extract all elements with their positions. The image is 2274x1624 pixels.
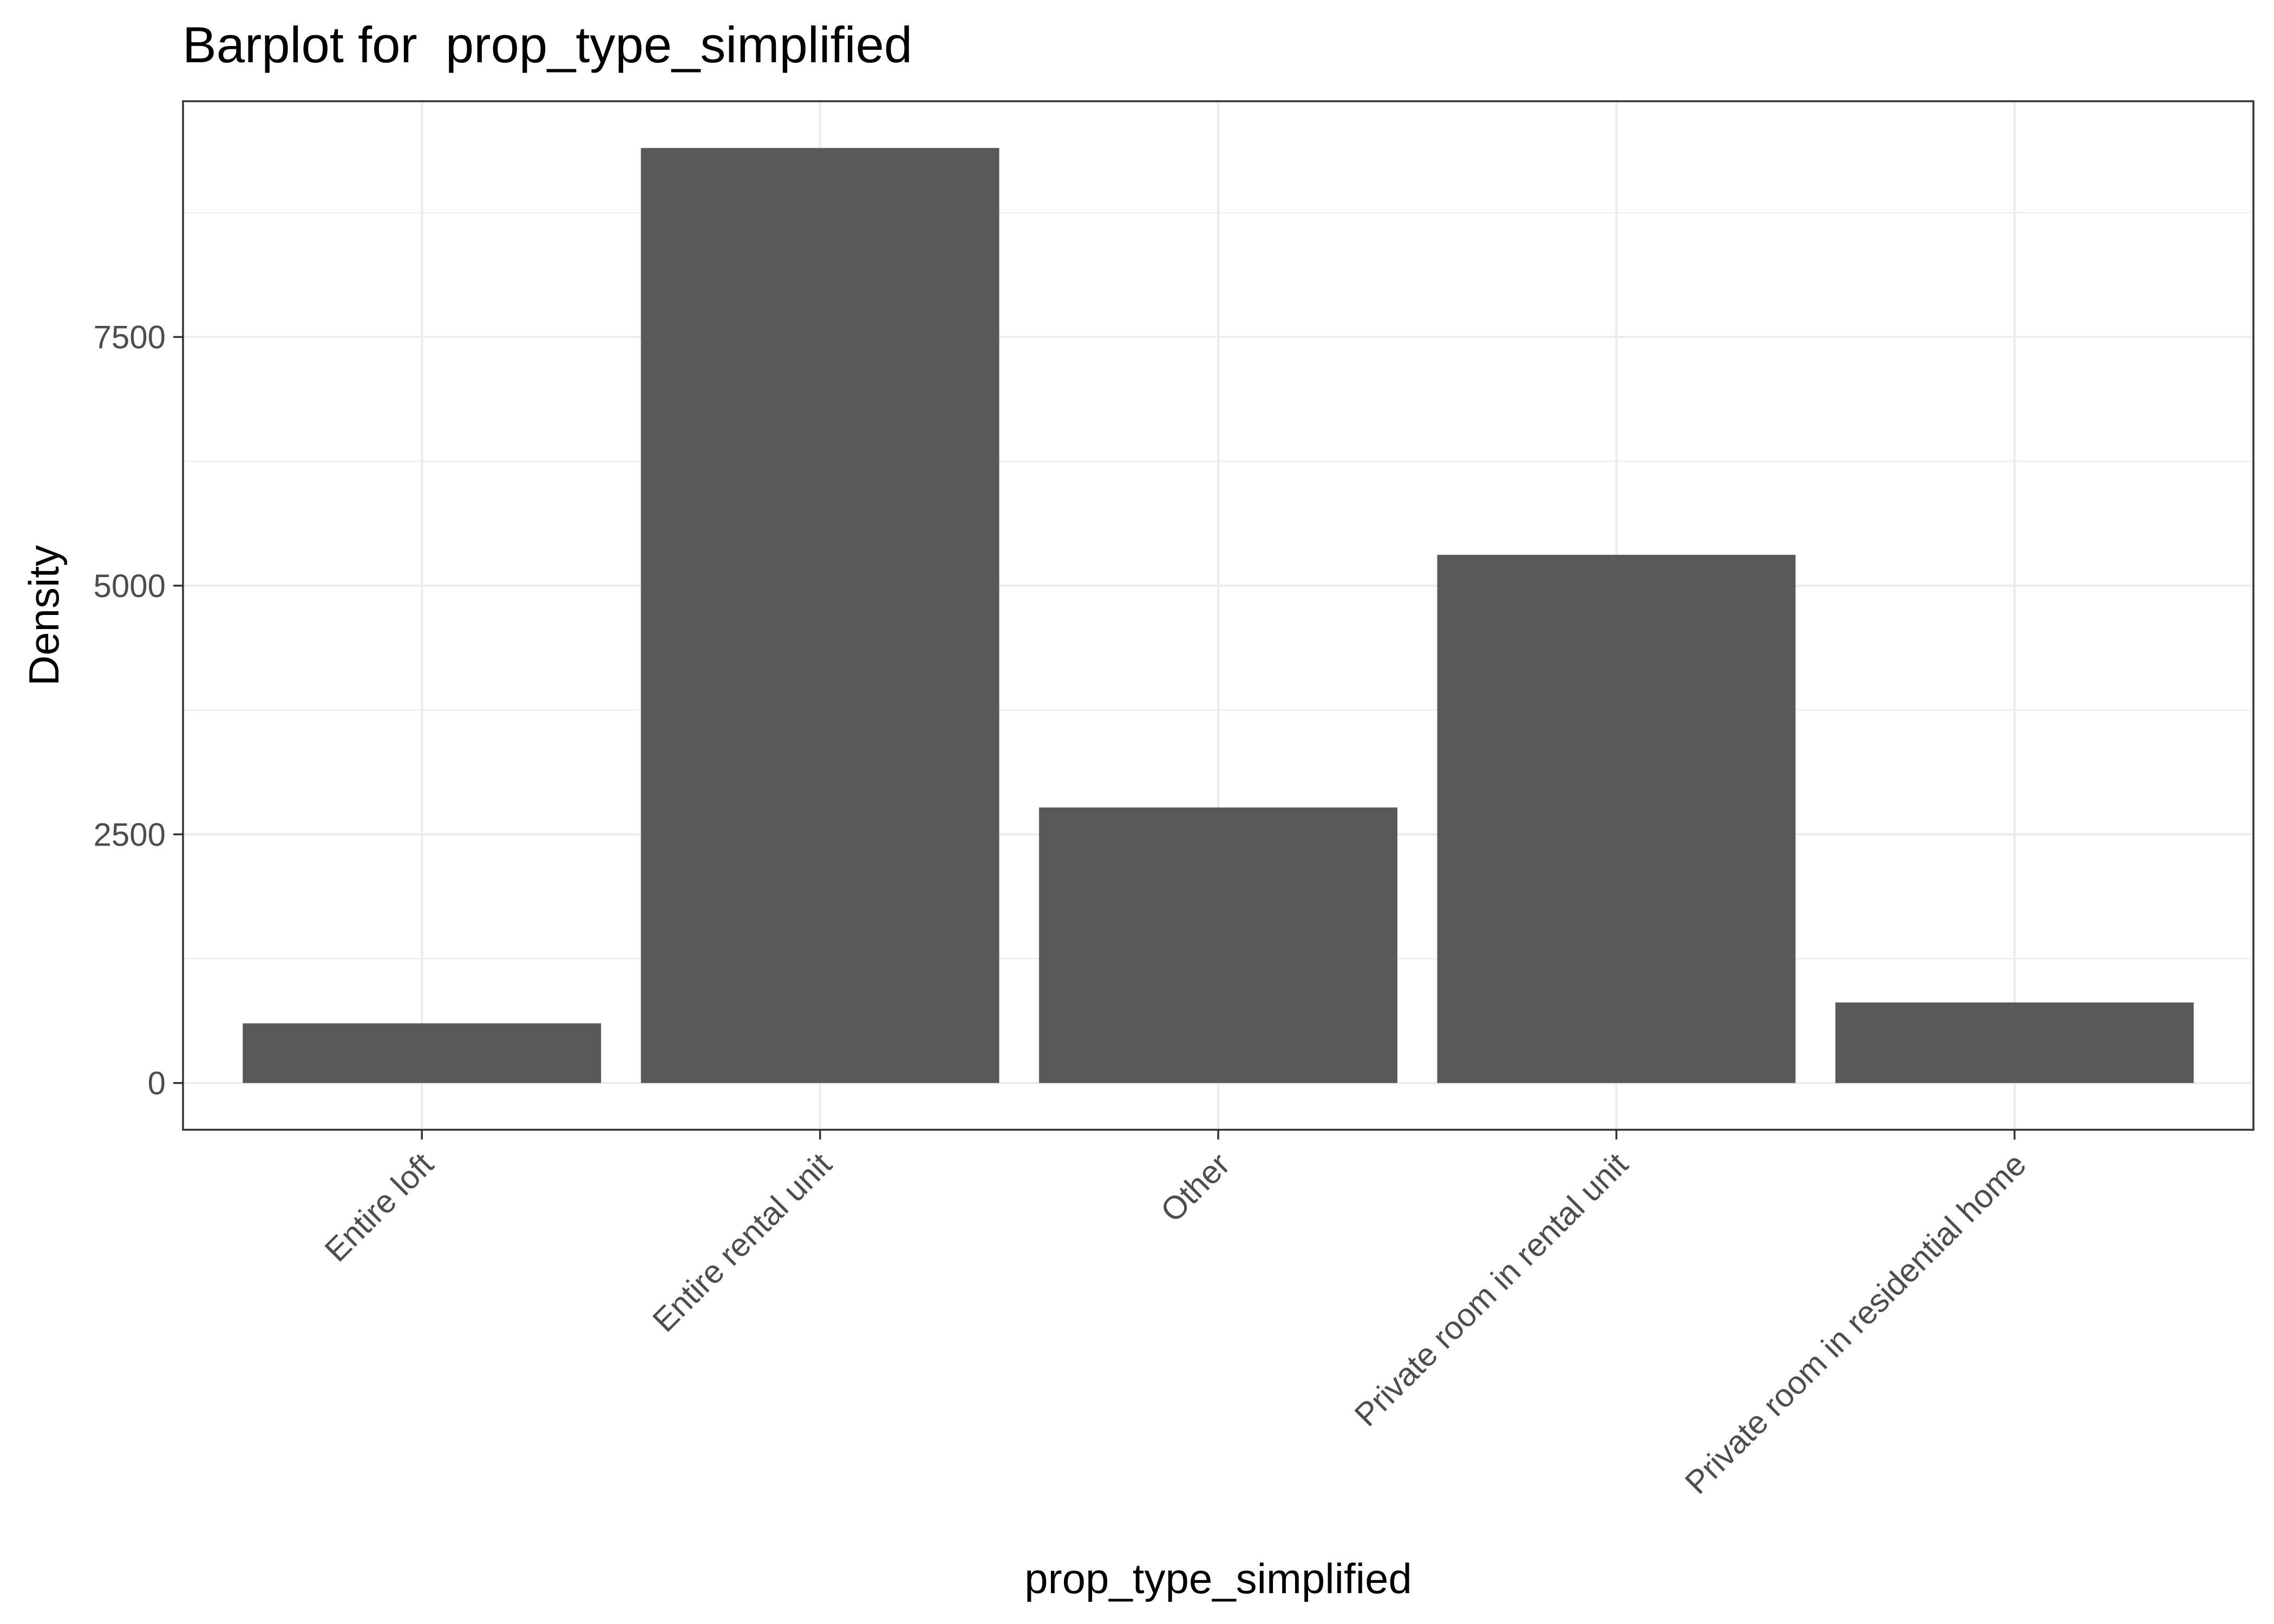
y-tick-label: 0	[148, 1065, 166, 1102]
bar-4	[1437, 554, 1796, 1083]
bar-1	[243, 1023, 602, 1083]
y-tick-label: 7500	[94, 319, 166, 355]
y-tick-label: 2500	[94, 816, 166, 853]
bars	[243, 148, 2194, 1083]
bar-3	[1039, 807, 1397, 1083]
y-tick-label: 5000	[94, 568, 166, 604]
chart-title: Barplot for prop_type_simplified	[182, 16, 912, 73]
y-axis-title: Density	[20, 545, 68, 686]
bar-2	[641, 148, 999, 1083]
x-axis-title: prop_type_simplified	[1024, 1555, 1412, 1602]
bar-5	[1835, 1002, 2194, 1083]
